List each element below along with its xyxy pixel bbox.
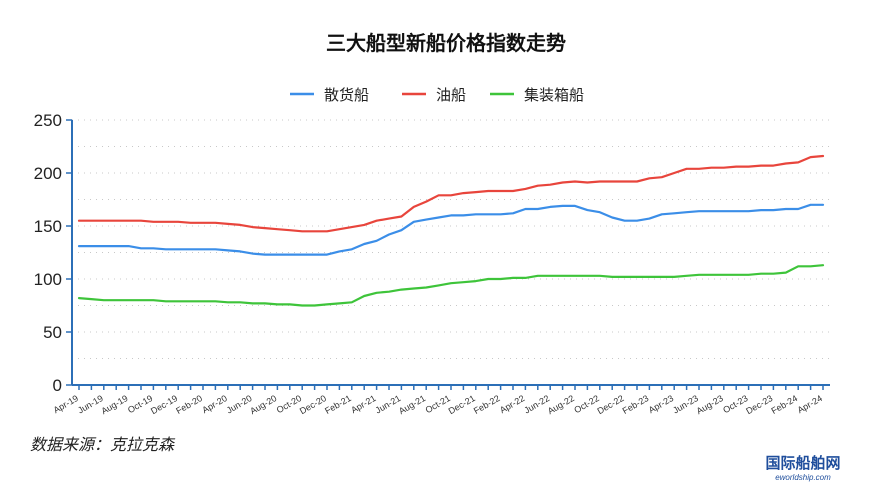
- x-tick-label: Jun-19: [76, 393, 105, 415]
- x-tick-label: Apr-24: [796, 393, 824, 415]
- legend-label: 散货船: [324, 86, 369, 104]
- legend-label: 油船: [436, 86, 466, 104]
- x-tick-label: Jun-20: [225, 393, 254, 415]
- x-tick-label: Jun-22: [522, 393, 551, 415]
- x-tick-label: Aug-23: [695, 393, 725, 416]
- x-tick-label: Dec-23: [744, 393, 774, 416]
- chart-axes: 050100150200250Apr-19Jun-19Aug-19Oct-19D…: [34, 111, 830, 416]
- y-tick-label: 100: [34, 270, 62, 289]
- watermark-logo: 国际船舶网 eworldship.com: [765, 454, 840, 482]
- x-tick-label: Apr-20: [200, 393, 228, 415]
- x-tick-label: Dec-22: [595, 393, 625, 416]
- source-note: 数据来源：克拉克森: [30, 435, 176, 454]
- x-tick-label: Oct-20: [275, 393, 303, 415]
- x-tick-label: Dec-21: [447, 393, 477, 416]
- x-tick-label: Dec-19: [149, 393, 179, 416]
- legend-label: 集装箱船: [524, 86, 584, 104]
- grid-lines: [72, 119, 830, 359]
- watermark-cn: 国际船舶网: [765, 454, 840, 472]
- series-group: [77, 154, 825, 307]
- x-tick-label: Jun-23: [671, 393, 700, 415]
- x-tick-label: Feb-20: [174, 393, 204, 416]
- series-line: [77, 154, 825, 233]
- x-tick-label: Feb-21: [323, 393, 353, 416]
- x-tick-label: Apr-19: [52, 393, 80, 415]
- x-tick-label: Oct-19: [126, 393, 154, 415]
- x-tick-label: Apr-21: [349, 393, 377, 415]
- x-tick-label: Aug-19: [99, 393, 129, 416]
- y-tick-label: 0: [53, 376, 62, 395]
- series-line: [77, 264, 825, 307]
- chart-title: 三大船型新船价格指数走势: [326, 31, 566, 55]
- y-tick-label: 250: [34, 111, 62, 130]
- x-tick-label: Aug-22: [546, 393, 576, 416]
- x-tick-label: Feb-22: [472, 393, 502, 416]
- series-line: [77, 203, 825, 256]
- y-tick-label: 200: [34, 164, 62, 183]
- x-tick-label: Oct-22: [572, 393, 600, 415]
- watermark-en: eworldship.com: [775, 473, 831, 482]
- x-tick-label: Dec-20: [298, 393, 328, 416]
- x-tick-label: Apr-23: [647, 393, 675, 415]
- x-tick-label: Feb-24: [769, 393, 799, 416]
- x-tick-label: Oct-23: [721, 393, 749, 415]
- x-tick-label: Feb-23: [621, 393, 651, 416]
- chart-legend: 散货船 油船 集装箱船: [290, 86, 584, 104]
- y-tick-label: 50: [43, 323, 62, 342]
- y-tick-label: 150: [34, 217, 62, 236]
- x-tick-label: Jun-21: [374, 393, 403, 415]
- x-tick-label: Aug-21: [397, 393, 427, 416]
- x-tick-label: Apr-22: [498, 393, 526, 415]
- x-tick-label: Oct-21: [424, 393, 452, 415]
- x-tick-label: Aug-20: [248, 393, 278, 416]
